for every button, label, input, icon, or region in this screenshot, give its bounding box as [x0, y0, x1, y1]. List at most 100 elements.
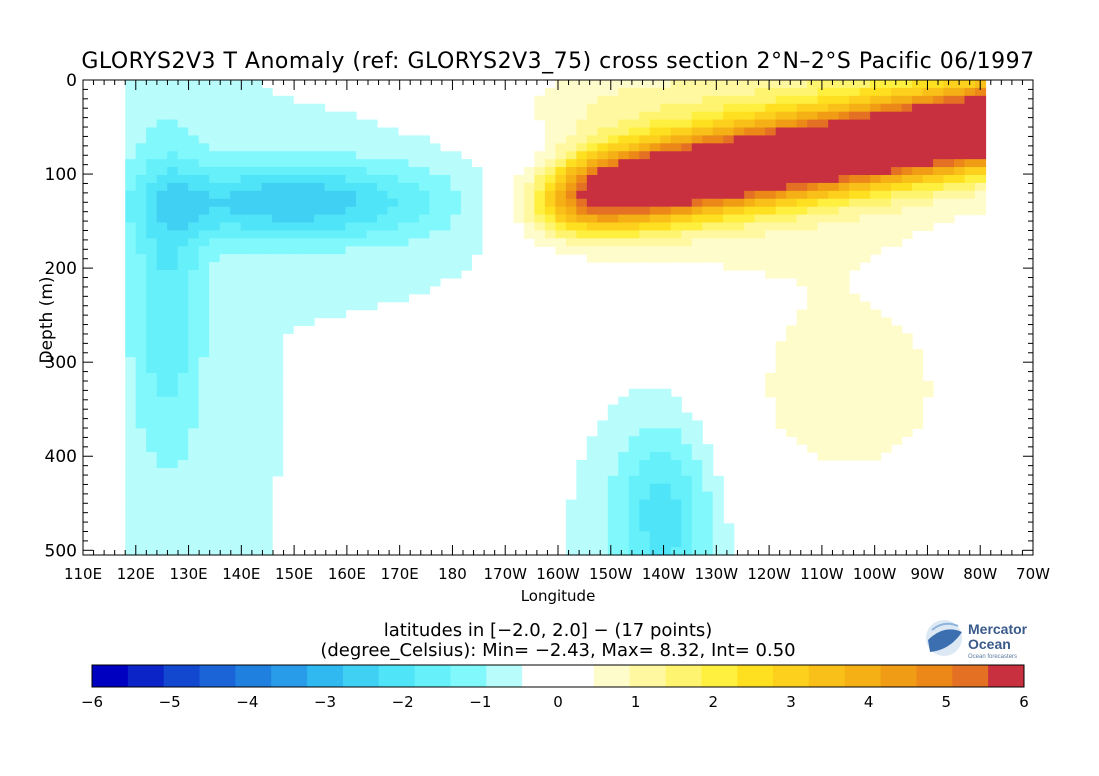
mercator-logo: Mercator Ocean Ocean forecasters [926, 620, 1028, 660]
heatmap-cell [565, 507, 577, 517]
heatmap-cell [838, 325, 850, 334]
heatmap-cell [240, 388, 252, 398]
heatmap-cell [733, 167, 745, 176]
heatmap-cell [828, 365, 840, 374]
heatmap-cell [849, 119, 861, 129]
heatmap-cell [418, 175, 431, 184]
heatmap-cell [607, 95, 619, 105]
heatmap-cell [230, 507, 242, 517]
heatmap-cell [450, 159, 462, 168]
heatmap-cell [933, 151, 945, 160]
heatmap-cell [796, 167, 808, 176]
heatmap-cell [261, 159, 273, 168]
heatmap-cell [807, 333, 819, 342]
heatmap-cell [817, 380, 829, 390]
heatmap-cell [261, 547, 273, 556]
heatmap-cell [576, 190, 588, 200]
heatmap-cell [901, 119, 913, 129]
heatmap-cell [167, 277, 179, 287]
heatmap-cell [849, 254, 861, 263]
heatmap-cell [597, 175, 609, 184]
heatmap-cell [303, 143, 315, 152]
heatmap-cell [597, 135, 609, 144]
heatmap-cell [838, 285, 850, 295]
heatmap-cell [397, 214, 410, 224]
heatmap-cell [177, 167, 189, 176]
heatmap-cell [828, 372, 840, 382]
heatmap-cell [261, 420, 273, 429]
heatmap-cell [754, 119, 766, 129]
heatmap-cell [544, 214, 556, 224]
heatmap-cell [702, 151, 714, 160]
heatmap-cell [439, 230, 452, 239]
heatmap-cell [146, 467, 158, 477]
heatmap-cell [460, 167, 473, 176]
heatmap-cell [891, 167, 903, 176]
heatmap-cell [230, 254, 242, 263]
heatmap-cell [807, 222, 819, 232]
heatmap-cell [135, 127, 147, 137]
heatmap-cell [314, 309, 326, 319]
heatmap-cell [859, 412, 871, 422]
heatmap-cell [828, 333, 840, 342]
heatmap-cell [607, 238, 619, 247]
heatmap-cell [838, 309, 850, 319]
heatmap-cell [691, 143, 703, 152]
heatmap-cell [933, 190, 945, 200]
heatmap-cell [167, 238, 179, 247]
y-axis-label: Depth (m) [37, 276, 57, 363]
heatmap-cell [261, 365, 273, 374]
heatmap-cell [544, 135, 556, 144]
heatmap-cell [618, 483, 630, 493]
heatmap-cell [597, 103, 609, 113]
heatmap-cell [251, 95, 263, 105]
heatmap-cell [933, 80, 945, 89]
heatmap-cell [891, 206, 903, 216]
heatmap-cell [293, 285, 305, 295]
heatmap-cell [251, 103, 263, 113]
heatmap-cell [198, 135, 210, 144]
heatmap-cell [870, 206, 882, 216]
heatmap-cell [418, 198, 431, 208]
heatmap-cell [377, 246, 389, 255]
heatmap-cell [282, 190, 294, 200]
heatmap-cell [272, 325, 284, 334]
heatmap-cell [733, 111, 745, 121]
heatmap-cell [272, 167, 284, 176]
heatmap-cell [723, 531, 735, 540]
heatmap-cell [272, 372, 284, 382]
heatmap-cell [167, 301, 179, 311]
heatmap-cell [188, 80, 200, 89]
heatmap-cell [796, 198, 808, 208]
heatmap-cell [523, 167, 535, 176]
value-range-text: (degree_Celsius): Min= −2.43, Max= 8.32,… [320, 640, 795, 661]
heatmap-cell [849, 190, 861, 200]
heatmap-cell [712, 475, 724, 485]
heatmap-cell [954, 175, 966, 184]
x-tick-label: 110W [800, 565, 844, 583]
heatmap-cell [576, 515, 588, 524]
heatmap-cell [597, 507, 609, 517]
heatmap-cell [597, 452, 609, 461]
heatmap-cell [870, 317, 882, 327]
heatmap-cell [607, 190, 619, 200]
heatmap-cell [891, 135, 903, 144]
heatmap-cell [167, 222, 179, 232]
heatmap-cell [880, 372, 892, 382]
heatmap-cell [523, 222, 535, 232]
heatmap-cell [303, 127, 315, 137]
heatmap-cell [261, 119, 273, 129]
heatmap-cell [188, 372, 200, 382]
heatmap-cell [712, 222, 724, 232]
heatmap-cell [943, 87, 955, 97]
heatmap-cell [891, 143, 903, 152]
heatmap-cell [681, 87, 693, 97]
heatmap-cell [639, 175, 651, 184]
heatmap-cell [251, 357, 263, 366]
heatmap-cell [607, 246, 619, 255]
heatmap-cell [188, 499, 200, 509]
heatmap-cell [618, 175, 630, 184]
heatmap-cell [586, 87, 598, 97]
heatmap-cell [167, 262, 179, 271]
heatmap-cell [146, 262, 158, 271]
